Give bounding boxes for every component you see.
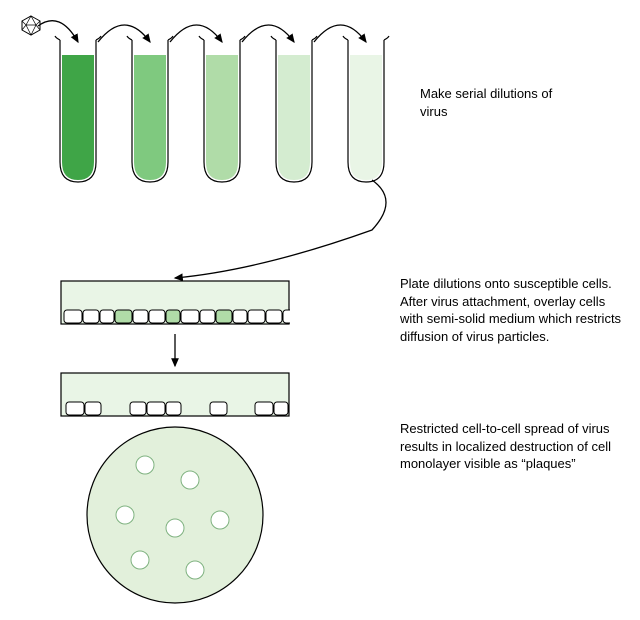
dish-1 bbox=[60, 280, 290, 330]
cell bbox=[274, 402, 288, 415]
caption-step1: Make serial dilutions of virus bbox=[420, 85, 570, 120]
test-tube-3 bbox=[199, 36, 245, 182]
dish-2 bbox=[60, 372, 290, 422]
cell bbox=[149, 310, 165, 323]
cell bbox=[181, 310, 199, 323]
cell bbox=[115, 310, 132, 323]
test-tube-1 bbox=[55, 36, 101, 182]
plaque bbox=[181, 471, 199, 489]
cell bbox=[147, 402, 165, 415]
cell bbox=[83, 310, 99, 323]
test-tube-4 bbox=[271, 36, 317, 182]
plaque-plate bbox=[75, 420, 275, 620]
cell bbox=[100, 310, 114, 323]
test-tube-5 bbox=[343, 36, 389, 182]
cell bbox=[85, 402, 101, 415]
plaque bbox=[211, 511, 229, 529]
test-tube-2 bbox=[127, 36, 173, 182]
cell bbox=[283, 310, 290, 323]
cell bbox=[64, 310, 82, 323]
caption-step2: Plate dilutions onto susceptible cells. … bbox=[400, 275, 625, 345]
caption-step3: Restricted cell-to-cell spread of virus … bbox=[400, 420, 625, 473]
plaque bbox=[166, 519, 184, 537]
plaque bbox=[186, 561, 204, 579]
cell bbox=[216, 310, 232, 323]
cell bbox=[66, 402, 84, 415]
plaque bbox=[136, 456, 154, 474]
cell bbox=[133, 310, 148, 323]
plaque bbox=[116, 506, 134, 524]
cell bbox=[266, 310, 282, 323]
arrow-dish1-dish2 bbox=[160, 332, 200, 372]
cell bbox=[130, 402, 146, 415]
diagram-canvas: Make serial dilutions of virus Plate dil… bbox=[0, 0, 640, 592]
plaque bbox=[131, 551, 149, 569]
virus-icon bbox=[22, 16, 40, 35]
cell bbox=[233, 310, 247, 323]
arrow-to-dish bbox=[0, 170, 640, 290]
cell bbox=[210, 402, 227, 415]
cell bbox=[166, 402, 181, 415]
cell bbox=[255, 402, 273, 415]
cell bbox=[200, 310, 215, 323]
cell bbox=[166, 310, 180, 323]
cell bbox=[248, 310, 265, 323]
